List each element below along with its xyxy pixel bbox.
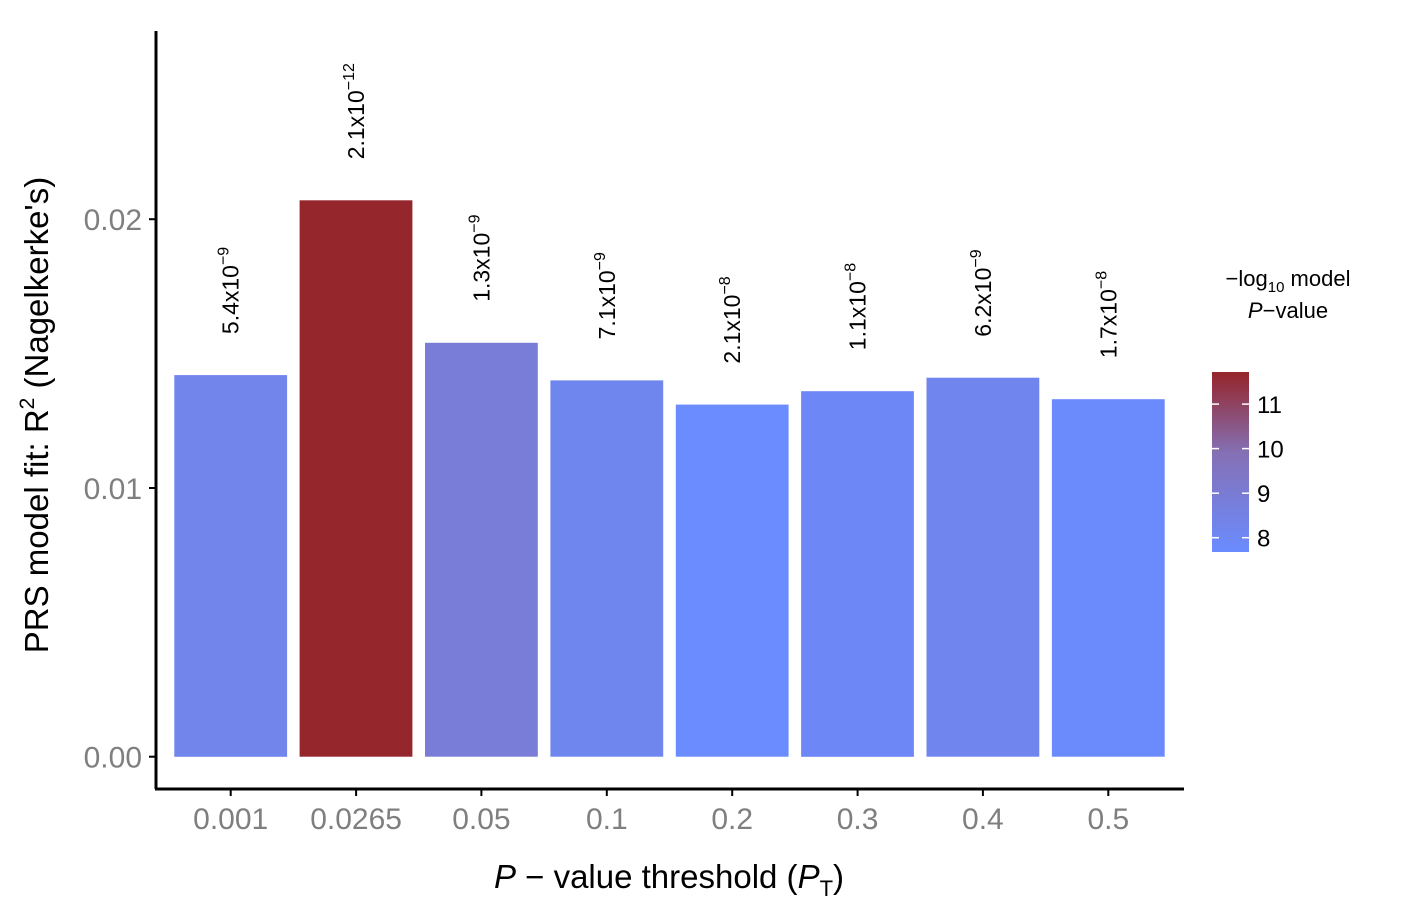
bar-labels-group: 5.4x10−92.1x10−121.3x10−97.1x10−92.1x10−… — [216, 63, 1122, 364]
x-axis-title-sub: T — [820, 876, 833, 900]
bar-pvalue-mantissa: 6.2x10 — [970, 268, 996, 337]
bar-pvalue-mantissa: 2.1x10 — [719, 295, 745, 364]
bar-pvalue-label: 2.1x10−8 — [717, 276, 745, 363]
bar-pvalue-exponent: −9 — [466, 214, 483, 232]
y-axis-title: PRS model fit: R2 (Nagelkerke's) — [16, 177, 55, 653]
y-ticks-group: 0.00 0.01 0.02 — [84, 204, 156, 775]
bar-pvalue-label: 2.1x10−12 — [341, 63, 369, 159]
bar-pvalue-exponent: −9 — [968, 249, 985, 267]
legend-tick-label: 10 — [1257, 437, 1284, 464]
x-tick-label: 0.05 — [452, 803, 510, 836]
y-tick-label: 0.02 — [84, 204, 142, 237]
x-tick-label: 0.001 — [193, 803, 268, 836]
bar-pvalue-mantissa: 1.7x10 — [1095, 289, 1121, 358]
bar-pvalue-exponent: −8 — [1093, 271, 1110, 289]
bar-pvalue-label: 5.4x10−9 — [216, 247, 244, 334]
x-tick-label: 0.5 — [1087, 803, 1129, 836]
x-axis-title-pt: P — [798, 858, 820, 895]
bar-0.4 — [926, 377, 1040, 757]
bar-pvalue-exponent: −9 — [216, 247, 233, 265]
bar-pvalue-mantissa: 1.1x10 — [845, 281, 871, 350]
legend-title-line1: −log10 model — [1226, 266, 1351, 296]
x-axis-title: P − value threshold (PT) — [494, 858, 844, 900]
legend-tick-label: 9 — [1257, 481, 1270, 508]
bar-pvalue-exponent: −8 — [717, 276, 734, 294]
y-tick-label: 0.01 — [84, 473, 142, 506]
bar-pvalue-label: 7.1x10−9 — [592, 252, 620, 339]
bar-pvalue-exponent: −9 — [592, 252, 609, 270]
bar-0.1 — [550, 380, 664, 757]
x-tick-label: 0.4 — [962, 803, 1004, 836]
bar-0.0265 — [299, 200, 413, 757]
legend-title-log: −log — [1226, 266, 1268, 291]
x-axis-title-middle: − value threshold ( — [516, 858, 798, 895]
bar-0.5 — [1051, 399, 1165, 757]
bar-pvalue-mantissa: 7.1x10 — [594, 270, 620, 339]
bar-pvalue-mantissa: 2.1x10 — [343, 90, 369, 159]
legend-title-p: P — [1248, 298, 1263, 323]
legend-title-value: −value — [1263, 298, 1328, 323]
y-axis-title-prefix: PRS model fit: R — [18, 409, 55, 653]
bar-pvalue-mantissa: 1.3x10 — [468, 233, 494, 302]
bar-pvalue-label: 1.3x10−9 — [466, 214, 494, 301]
bars-group — [174, 200, 1165, 757]
legend-title-model: model — [1284, 266, 1350, 291]
bar-pvalue-exponent: −12 — [341, 63, 358, 90]
y-axis-title-suffix: (Nagelkerke's) — [18, 177, 55, 398]
legend-colorbar — [1212, 372, 1249, 552]
bar-pvalue-label: 1.7x10−8 — [1093, 271, 1121, 358]
x-tick-label: 0.1 — [586, 803, 628, 836]
y-axis-title-sup: 2 — [16, 398, 39, 410]
x-axis-title-p: P — [494, 858, 516, 895]
bar-pvalue-exponent: −8 — [843, 263, 860, 281]
bar-0.3 — [801, 391, 914, 757]
legend-title-line2: P−value — [1248, 298, 1328, 323]
legend-tick-label: 8 — [1257, 526, 1270, 553]
x-tick-label: 0.0265 — [310, 803, 402, 836]
bar-pvalue-label: 1.1x10−8 — [843, 263, 871, 350]
bar-0.2 — [675, 404, 789, 757]
legend-ticks-group: 8 9 10 11 — [1212, 392, 1284, 553]
legend-tick-label: 11 — [1257, 392, 1282, 419]
bar-pvalue-mantissa: 5.4x10 — [218, 265, 244, 334]
x-ticks-group: 0.001 0.0265 0.05 0.1 0.2 0.3 0.4 0.5 — [193, 789, 1129, 836]
bar-0.05 — [425, 342, 538, 757]
bar-0.001 — [174, 375, 288, 757]
x-tick-label: 0.3 — [837, 803, 879, 836]
x-axis-title-end: ) — [833, 858, 844, 895]
x-tick-label: 0.2 — [711, 803, 753, 836]
y-tick-label: 0.00 — [84, 742, 142, 775]
legend-title-sub: 10 — [1268, 279, 1285, 296]
bar-pvalue-label: 6.2x10−9 — [968, 249, 996, 336]
